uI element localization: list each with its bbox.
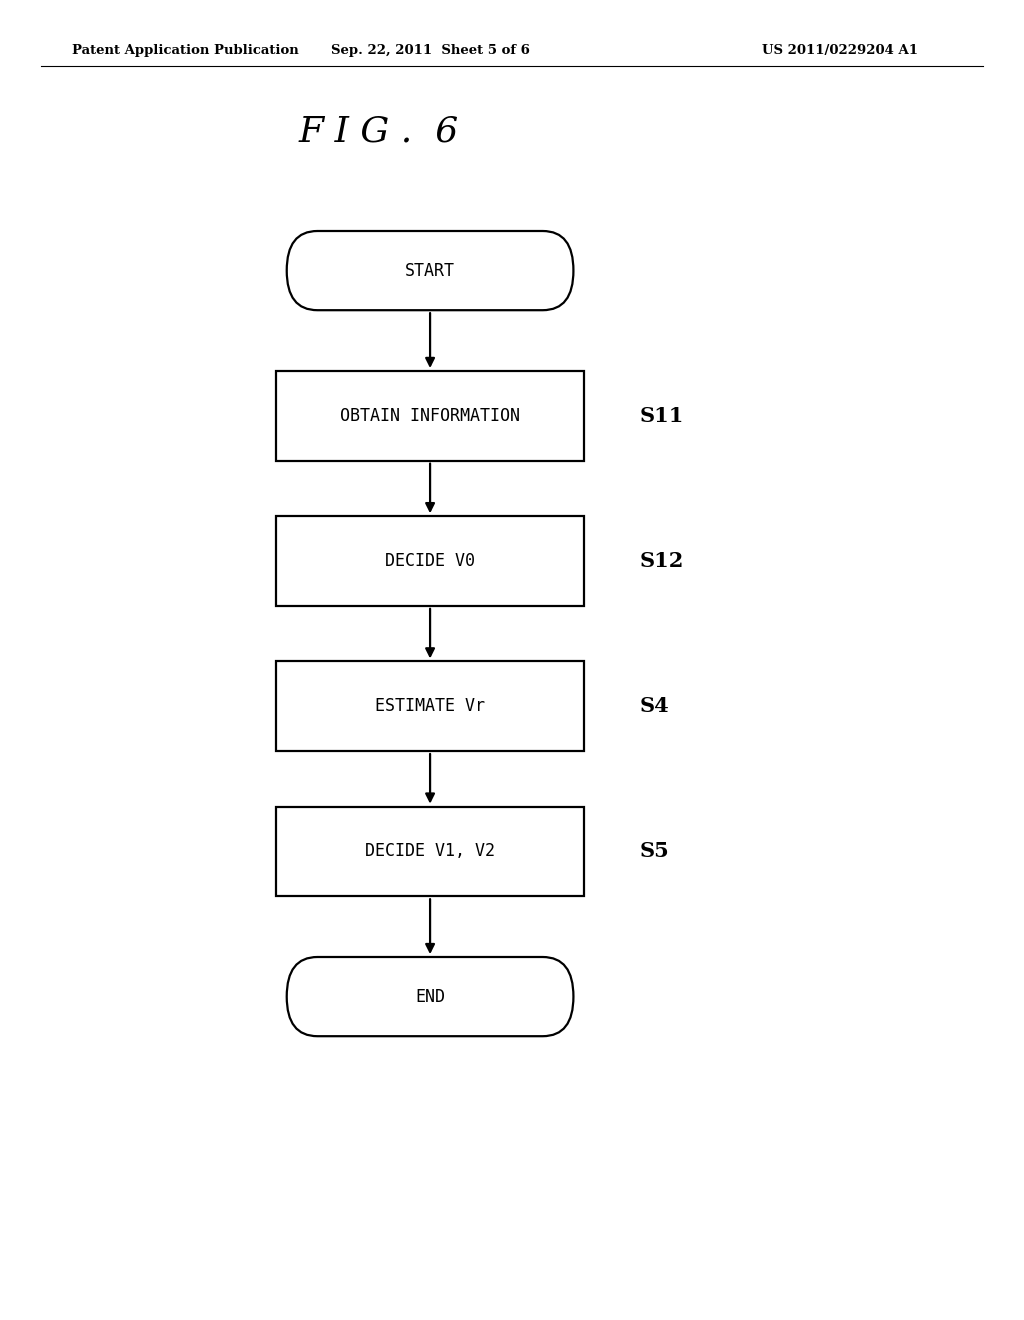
Text: S4: S4 [640,696,670,717]
Text: OBTAIN INFORMATION: OBTAIN INFORMATION [340,407,520,425]
Text: S11: S11 [640,405,684,426]
Bar [276,807,584,896]
Text: ESTIMATE Vr: ESTIMATE Vr [375,697,485,715]
Bar [276,516,584,606]
Bar [276,371,584,461]
Text: S12: S12 [640,550,684,572]
Text: F I G .  6: F I G . 6 [299,115,459,149]
FancyBboxPatch shape [287,231,573,310]
Text: S5: S5 [640,841,670,862]
Text: END: END [415,987,445,1006]
FancyBboxPatch shape [287,957,573,1036]
Text: Sep. 22, 2011  Sheet 5 of 6: Sep. 22, 2011 Sheet 5 of 6 [331,44,529,57]
Bar [276,661,584,751]
Text: START: START [406,261,455,280]
Text: Patent Application Publication: Patent Application Publication [72,44,298,57]
Text: DECIDE V1, V2: DECIDE V1, V2 [366,842,495,861]
Text: US 2011/0229204 A1: US 2011/0229204 A1 [762,44,918,57]
Text: DECIDE V0: DECIDE V0 [385,552,475,570]
